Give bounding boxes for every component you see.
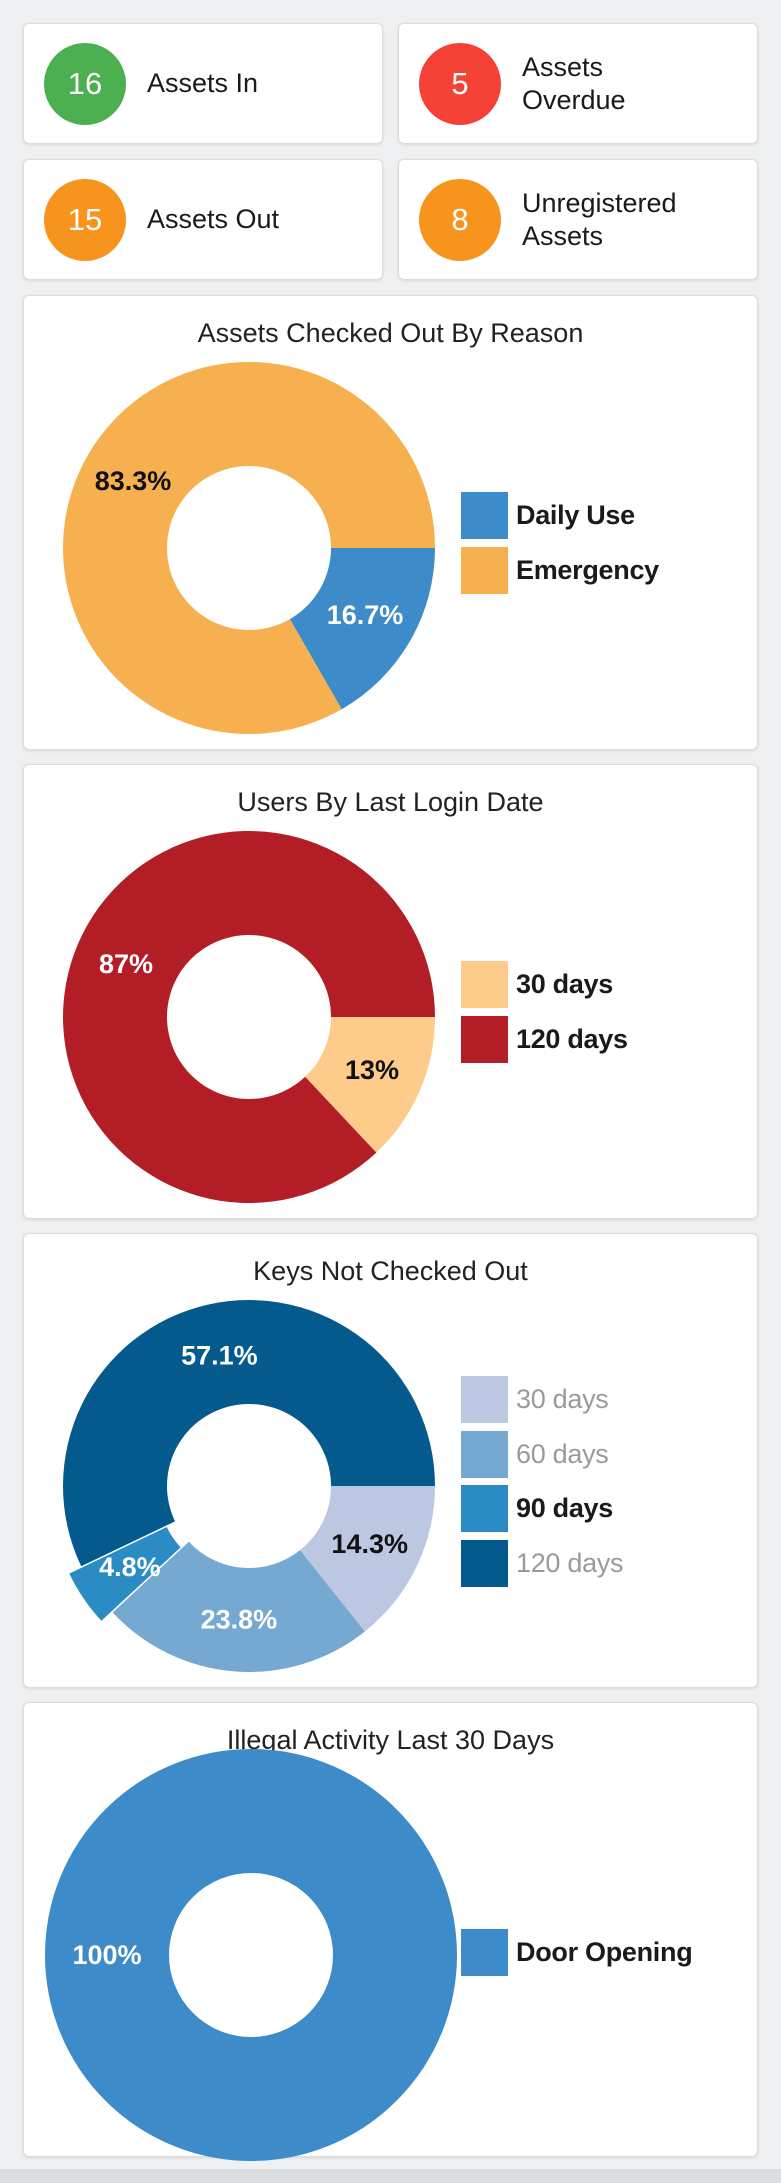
legend-item-90-days[interactable]: 90 days <box>461 1485 623 1532</box>
stat-badge-assets-in: 16 <box>44 42 126 125</box>
chart-card-illegal-activity: Illegal Activity Last 30 Days 100% Door … <box>23 1702 758 2161</box>
data-label-30-days: 14.3% <box>331 1529 408 1559</box>
chart-card-users-by-last-login: Users By Last Login Date 13% 87% 30 days 1… <box>23 764 758 1219</box>
chart-title: Users By Last Login Date <box>237 787 544 817</box>
slice-emergency[interactable] <box>63 361 436 734</box>
legend-swatch <box>461 961 508 1008</box>
chart-card-keys-not-checked-out: Keys Not Checked Out 14.3% 23.8% 4.8% 57.1%… <box>23 1233 758 1688</box>
legend-label: Emergency <box>516 554 659 585</box>
legend-swatch <box>461 1430 508 1478</box>
legend-item-120-days[interactable]: 120 days <box>461 1539 624 1587</box>
chart-title: Illegal Activity Last 30 Days <box>226 1725 555 1755</box>
legend-label: Door Opening <box>516 1937 693 1967</box>
data-label-30-days: 13% <box>345 1055 399 1085</box>
slice-30-days[interactable] <box>305 1017 435 1153</box>
chart-legend: Door Opening <box>461 1929 693 1984</box>
legend-item-daily-use[interactable]: Daily Use <box>461 492 659 539</box>
legend-item-120-days[interactable]: 120 days <box>461 1015 628 1063</box>
data-label-emergency: 83.3% <box>95 466 172 496</box>
legend-swatch <box>461 492 508 539</box>
legend-swatch <box>461 1485 508 1532</box>
slice-60-days[interactable] <box>112 1541 365 1672</box>
slice-90-days[interactable] <box>69 1527 181 1621</box>
legend-item-60-days[interactable]: 60 days <box>461 1430 623 1478</box>
chart-legend: 30 days 60 days 90 days 120 days <box>461 1376 623 1594</box>
data-label-daily-use: 16.7% <box>327 600 404 630</box>
stat-label-assets-overdue: Assets Overdue <box>522 52 626 115</box>
legend-label: Daily Use <box>516 500 635 530</box>
data-label-90-days: 4.8% <box>99 1552 161 1582</box>
stat-label-unregistered-assets: Unregistered Assets <box>522 188 677 251</box>
stat-card-unregistered-assets[interactable]: 8 Unregistered Assets <box>398 159 758 280</box>
slice-120-days[interactable] <box>62 830 435 1203</box>
legend-label: 120 days <box>516 1023 628 1054</box>
stat-badge-assets-overdue: 5 <box>419 42 501 125</box>
slice-30-days[interactable] <box>300 1486 435 1632</box>
legend-item-30-days[interactable]: 30 days <box>461 1376 623 1423</box>
legend-item-30-days[interactable]: 30 days <box>461 961 628 1008</box>
chart-legend: 30 days 120 days <box>461 961 628 1070</box>
legend-swatch <box>461 1015 508 1063</box>
stat-badge-assets-out: 15 <box>44 178 126 261</box>
data-label-60-days: 23.8% <box>201 1605 278 1635</box>
legend-label: 30 days <box>516 1384 609 1414</box>
legend-label: 90 days <box>516 1493 613 1523</box>
donut-chart-checked-out-by-reason: 16.7% 83.3% <box>63 361 436 734</box>
bottom-strip <box>0 2169 781 2183</box>
chart-title: Assets Checked Out By Reason <box>197 318 584 348</box>
stat-card-assets-out[interactable]: 15 Assets Out <box>23 159 383 280</box>
legend-swatch <box>461 1376 508 1423</box>
data-label-120-days: 87% <box>99 949 153 979</box>
chart-title: Keys Not Checked Out <box>253 1256 528 1286</box>
slice-daily-use[interactable] <box>289 548 435 710</box>
legend-label: 60 days <box>516 1438 609 1469</box>
legend-item-door-opening[interactable]: Door Opening <box>461 1929 693 1976</box>
chart-card-checked-out-by-reason: Assets Checked Out By Reason 16.7% 83.3% … <box>23 295 758 750</box>
donut-chart-illegal-activity: 100% <box>45 1749 457 2161</box>
stat-card-assets-in[interactable]: 16 Assets In <box>23 23 383 144</box>
donut-chart-keys-not-checked-out: 14.3% 23.8% 4.8% 57.1% <box>63 1300 436 1672</box>
chart-legend: Daily Use Emergency <box>461 492 659 601</box>
stat-badge-unregistered-assets: 8 <box>419 178 501 261</box>
legend-label: 30 days <box>516 969 613 999</box>
legend-swatch <box>461 1539 508 1587</box>
stat-label-assets-out: Assets Out <box>147 204 280 235</box>
legend-swatch <box>461 1929 508 1976</box>
legend-swatch <box>461 546 508 594</box>
legend-item-emergency[interactable]: Emergency <box>461 546 659 594</box>
donut-chart-users-by-last-login: 13% 87% <box>62 830 435 1203</box>
data-label-door-opening: 100% <box>72 1940 141 1970</box>
slice-door-opening[interactable] <box>45 1749 457 2161</box>
slice-120-days[interactable] <box>63 1300 436 1567</box>
stat-card-assets-overdue[interactable]: 5 Assets Overdue <box>398 23 758 144</box>
stat-label-assets-in: Assets In <box>147 68 259 99</box>
data-label-120-days: 57.1% <box>181 1340 258 1370</box>
legend-label: 120 days <box>516 1547 624 1578</box>
